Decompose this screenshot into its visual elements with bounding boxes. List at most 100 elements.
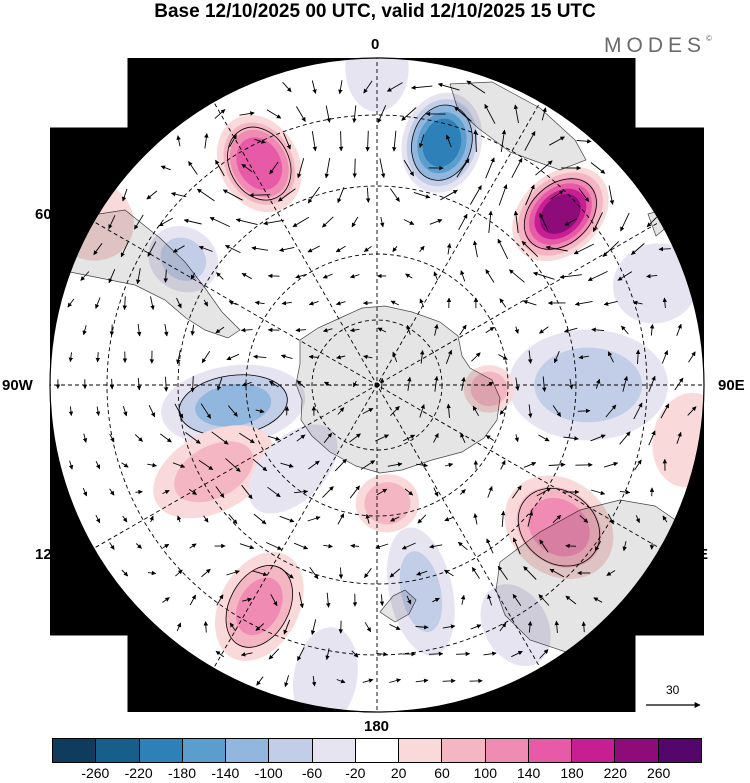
wind-arrow <box>349 327 360 333</box>
colorbar-tick-labels: -260 -220 -180 -140 -100 -60 -20 20 60 100 140 180 2… <box>0 765 750 783</box>
map-boundary <box>49 57 705 713</box>
wind-arrow <box>593 597 603 603</box>
wind-arrow <box>136 323 142 337</box>
wind-arrow <box>513 104 519 124</box>
wind-arrow <box>486 381 494 387</box>
wind-arrow <box>203 621 209 633</box>
wind-arrow <box>429 219 443 225</box>
wind-arrow <box>634 459 642 471</box>
wind-arrow <box>349 433 361 443</box>
wind-arrow <box>444 462 454 468</box>
copyright-mark: © <box>706 34 712 43</box>
wind-arrow <box>122 515 128 523</box>
wind-arrow <box>365 187 371 203</box>
wind-arrow <box>241 272 252 280</box>
wind-arrow <box>592 212 603 233</box>
wind-arrow <box>95 297 101 309</box>
anomaly-center <box>248 424 338 514</box>
wind-arrow <box>338 131 344 152</box>
wind-arrow <box>416 463 429 468</box>
wind-arrow <box>471 567 480 579</box>
wind-arrow <box>619 489 631 495</box>
wind-arrow <box>390 516 400 522</box>
wind-arrow <box>389 678 402 683</box>
wind-arrow <box>676 431 682 444</box>
wind-arrow <box>297 158 305 179</box>
wind-arrow <box>377 105 387 124</box>
wind-arrow <box>308 460 320 470</box>
colorbar-box <box>615 739 659 762</box>
colorbar-tick-label: -20 <box>345 765 366 781</box>
wind-arrow <box>190 376 195 393</box>
wind-arrow <box>95 352 101 363</box>
lon-label-150e: 150E <box>547 673 583 690</box>
colorbar-box <box>572 739 616 762</box>
wind-arrow <box>229 622 237 632</box>
wind-arrow <box>211 431 229 445</box>
wind-arrow <box>215 486 225 498</box>
wind-arrow <box>269 161 279 175</box>
colorbar-box <box>312 739 356 762</box>
reference-vector-arrow <box>646 702 701 708</box>
wind-arrow <box>239 543 255 550</box>
wind-arrow <box>283 619 291 635</box>
wind-arrow <box>282 81 292 93</box>
anomaly-center <box>387 527 455 656</box>
wind-arrow <box>484 103 496 124</box>
wind-arrow <box>622 375 629 392</box>
wind-arrow <box>307 516 321 522</box>
wind-arrow <box>296 106 306 122</box>
wind-arrow <box>158 217 174 227</box>
wind-arrow <box>325 105 332 123</box>
wind-arrow <box>360 460 376 470</box>
colorbar-box <box>442 739 486 762</box>
wind-arrow <box>445 134 452 148</box>
wind-arrow <box>527 620 533 633</box>
wind-arrow <box>270 594 278 607</box>
wind-arrow <box>239 111 255 116</box>
anomaly-outline <box>517 487 601 567</box>
wind-arrow <box>298 592 304 609</box>
wind-arrow <box>379 377 385 390</box>
wind-arrow <box>176 350 181 365</box>
wind-arrow <box>662 515 668 523</box>
anomaly-center <box>345 58 409 112</box>
wind-arrow <box>308 300 319 306</box>
wind-arrow <box>351 216 359 228</box>
wind-arrow <box>499 622 507 632</box>
colorbar-tick-label: -180 <box>167 765 197 781</box>
wind-arrow <box>109 378 115 390</box>
wind-arrow <box>190 324 195 336</box>
wind-arrow <box>222 189 243 201</box>
anomaly-contour <box>292 627 358 712</box>
wind-arrow <box>292 216 310 228</box>
wind-arrow <box>227 405 238 417</box>
wind-arrow <box>444 569 454 577</box>
anomaly-center <box>401 92 483 193</box>
wind-arrow <box>687 406 697 416</box>
wind-arrow <box>216 377 223 391</box>
wind-arrow <box>581 621 587 633</box>
wind-arrow <box>93 243 103 256</box>
wind-arrow <box>252 458 268 472</box>
wind-arrow <box>416 570 428 576</box>
wind-arrow <box>524 131 536 151</box>
wind-arrow <box>603 461 619 468</box>
wind-arrow <box>108 269 116 284</box>
wind-arrow <box>295 273 307 279</box>
anomaly-outline <box>523 178 597 250</box>
wind-arrow <box>577 408 591 414</box>
wind-arrow <box>351 650 359 658</box>
wind-arrow <box>175 569 183 577</box>
wind-arrow <box>147 462 157 468</box>
colorbar-tick-label: -220 <box>124 765 153 781</box>
wind-arrow <box>160 165 171 171</box>
wind-arrow <box>163 376 169 392</box>
wind-arrow <box>538 434 550 442</box>
wind-arrow <box>164 323 169 337</box>
wind-arrow <box>325 648 330 661</box>
modes-logo: MODES© <box>604 34 712 58</box>
wind-arrow <box>307 186 321 204</box>
wind-arrow <box>136 268 141 285</box>
